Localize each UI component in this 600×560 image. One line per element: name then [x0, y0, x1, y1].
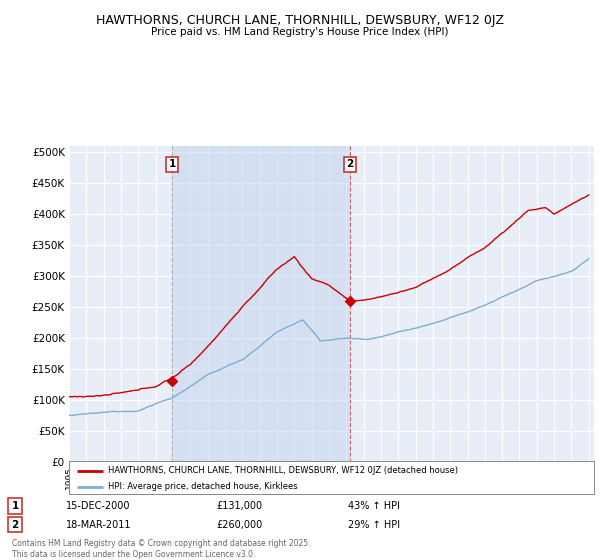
Text: HPI: Average price, detached house, Kirklees: HPI: Average price, detached house, Kirk…: [109, 482, 298, 491]
Text: 29% ↑ HPI: 29% ↑ HPI: [348, 520, 400, 530]
Text: 1: 1: [169, 159, 176, 169]
Text: 2: 2: [11, 520, 19, 530]
Text: HAWTHORNS, CHURCH LANE, THORNHILL, DEWSBURY, WF12 0JZ (detached house): HAWTHORNS, CHURCH LANE, THORNHILL, DEWSB…: [109, 466, 458, 475]
Text: £131,000: £131,000: [216, 501, 262, 511]
Text: 1: 1: [11, 501, 19, 511]
Text: HAWTHORNS, CHURCH LANE, THORNHILL, DEWSBURY, WF12 0JZ: HAWTHORNS, CHURCH LANE, THORNHILL, DEWSB…: [96, 14, 504, 27]
Text: 15-DEC-2000: 15-DEC-2000: [66, 501, 131, 511]
Text: 18-MAR-2011: 18-MAR-2011: [66, 520, 131, 530]
Text: 43% ↑ HPI: 43% ↑ HPI: [348, 501, 400, 511]
Text: Price paid vs. HM Land Registry's House Price Index (HPI): Price paid vs. HM Land Registry's House …: [151, 27, 449, 37]
Text: Contains HM Land Registry data © Crown copyright and database right 2025.
This d: Contains HM Land Registry data © Crown c…: [12, 539, 311, 559]
Text: £260,000: £260,000: [216, 520, 262, 530]
Bar: [172, 146, 350, 462]
Text: 2: 2: [346, 159, 353, 169]
